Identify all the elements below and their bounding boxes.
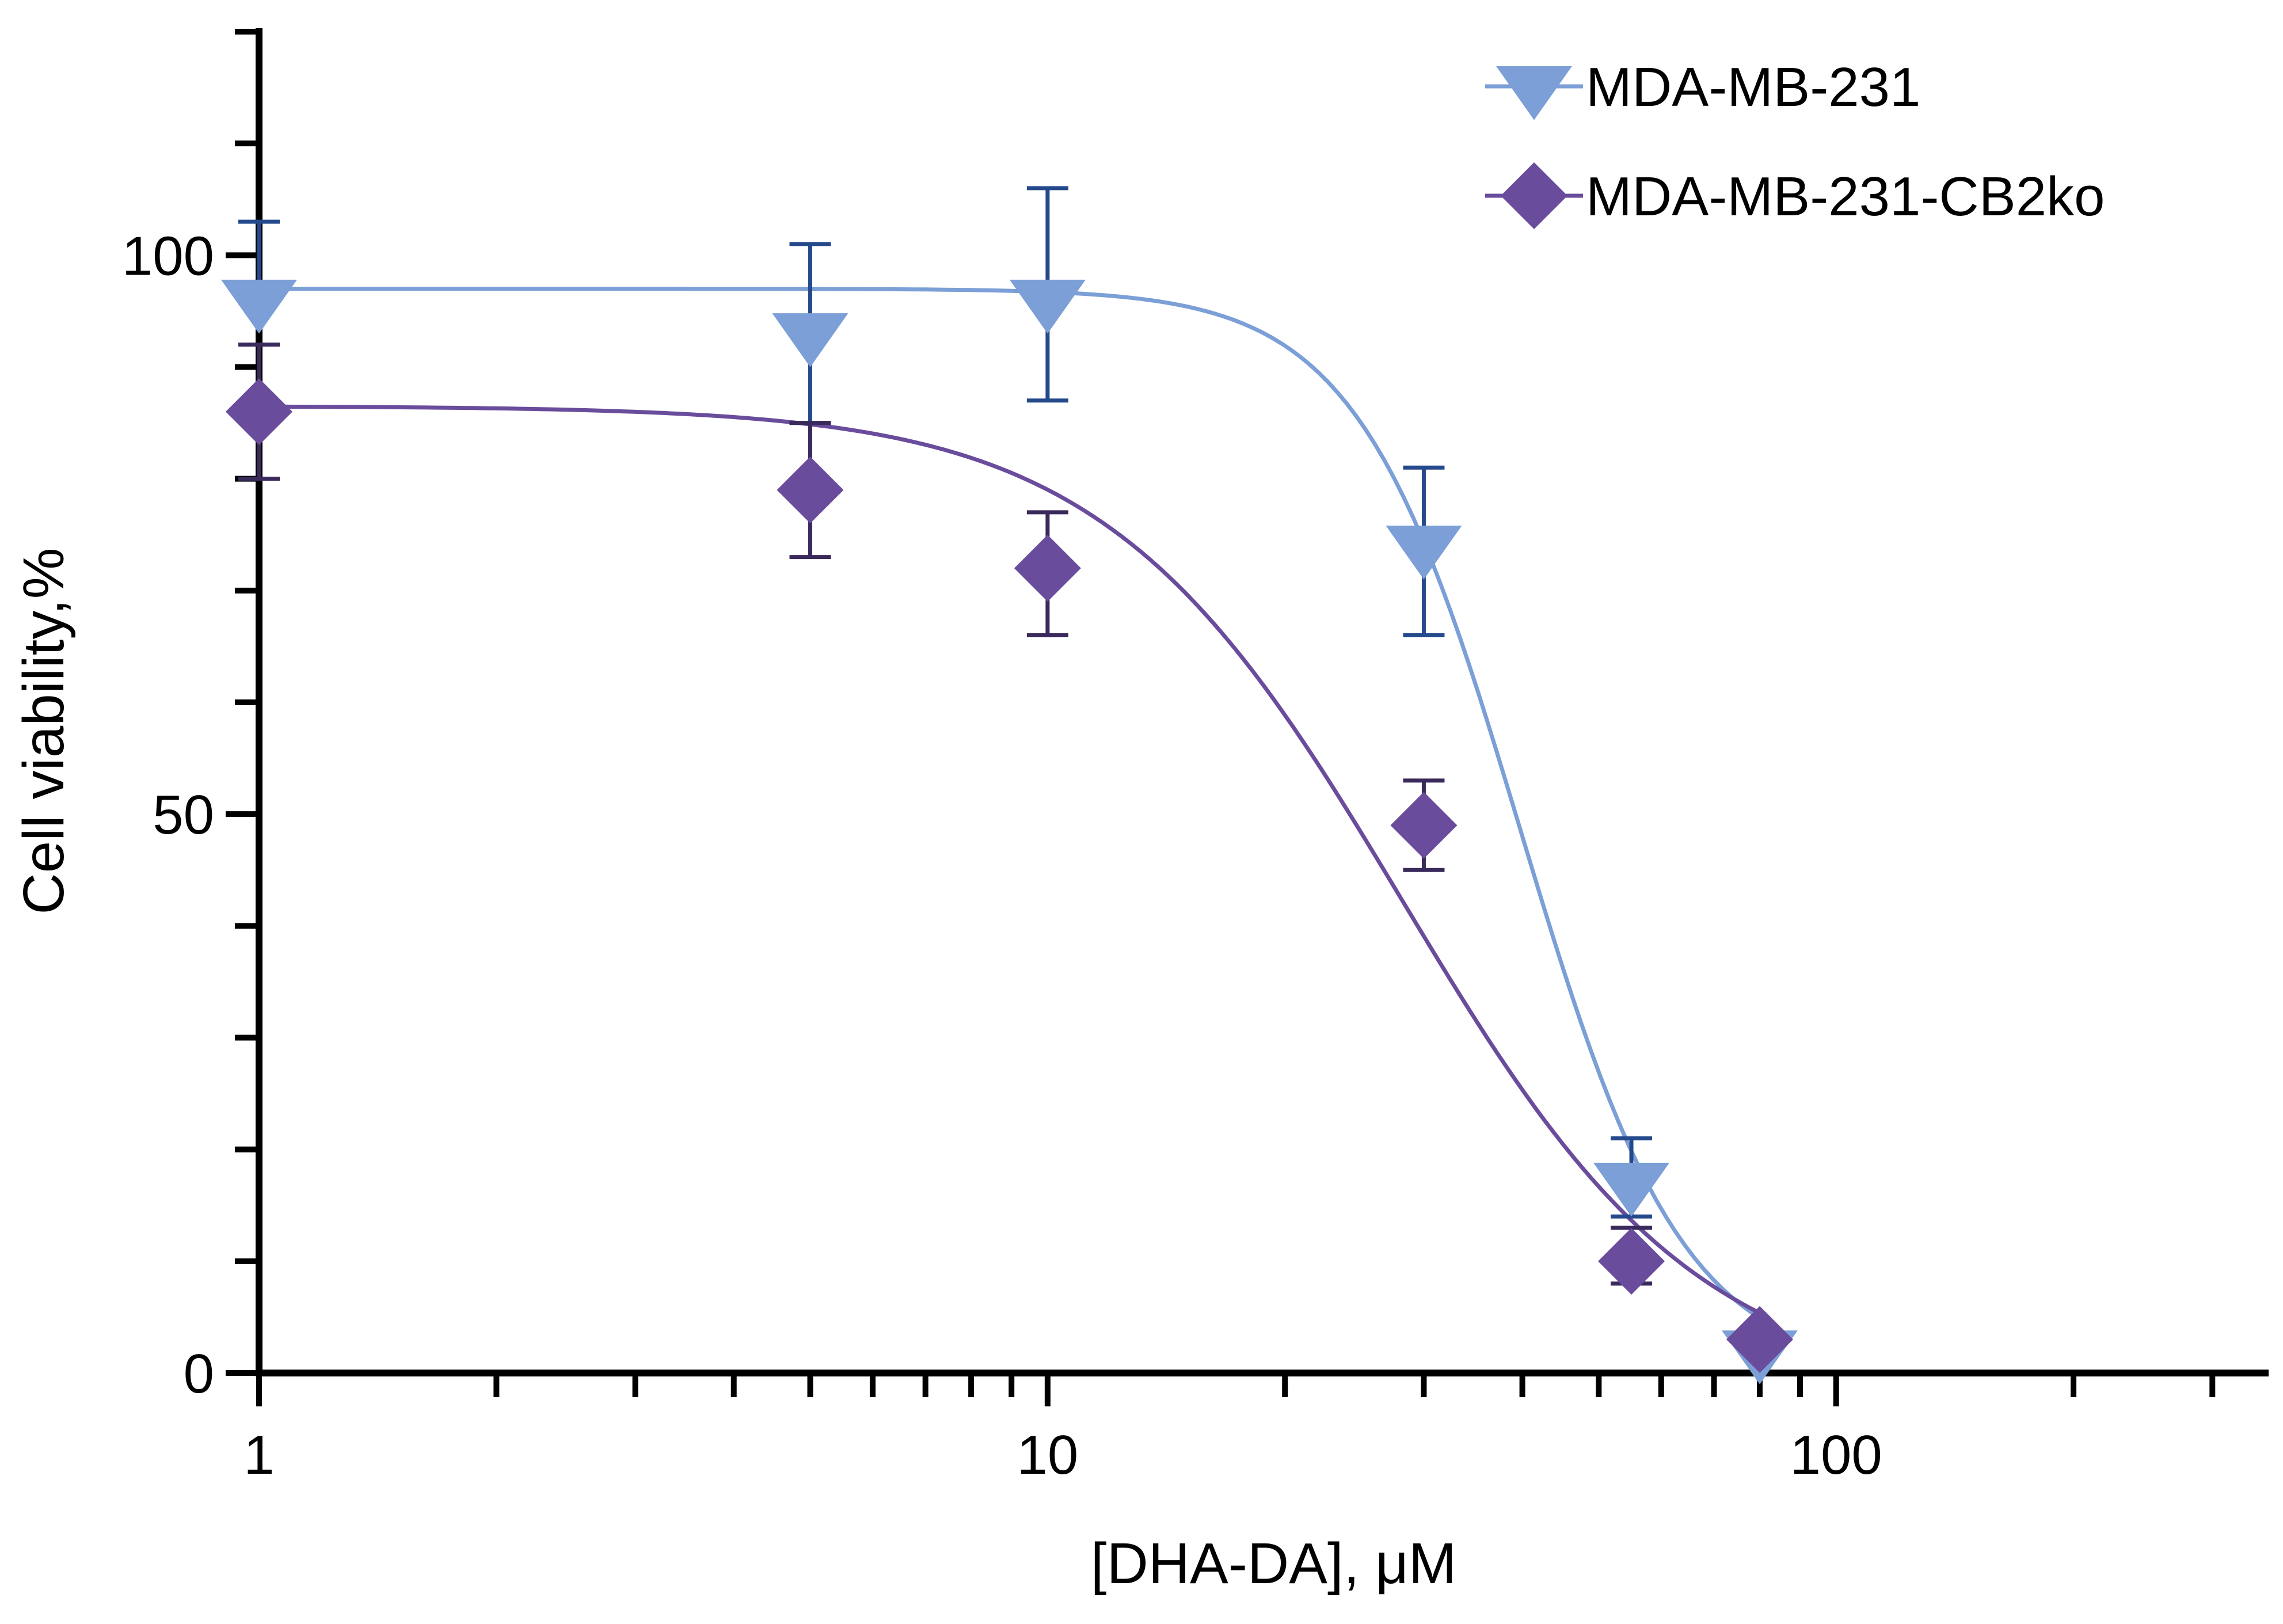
mda-mb-231-cb2ko-point [1726, 1306, 1793, 1373]
fit-curves [259, 287, 1761, 1320]
mda-mb-231-point [1386, 526, 1462, 580]
x-axis-title: [DHA-DA], μM [1091, 1531, 1456, 1596]
mda-mb-231-legend-marker [1496, 66, 1572, 120]
y-axis-title: Cell viability,% [12, 547, 76, 914]
mda-mb-231-point [1593, 1162, 1670, 1217]
mda-mb-231-point [221, 279, 297, 334]
mda-mb-231-point [1009, 279, 1086, 334]
mda-mb-231-cb2ko-point [1014, 535, 1081, 602]
data-markers [221, 279, 1798, 1385]
y-tick-label: 0 [184, 1343, 214, 1405]
mda-mb-231-cb2ko-point [226, 378, 292, 446]
mda-mb-231-legend-label: MDA-MB-231 [1586, 56, 1920, 118]
error-bars [238, 186, 1653, 1286]
x-tick-label: 100 [1790, 1424, 1882, 1486]
legend: MDA-MB-231 MDA-MB-231-CB2ko [1485, 56, 2105, 229]
y-tick-label: 100 [122, 225, 214, 287]
y-tick-label: 50 [153, 784, 214, 846]
mda-mb-231-cb2ko-point [1598, 1227, 1665, 1295]
mda-mb-231-cb2ko-fit-curve [259, 404, 1761, 1315]
mda-mb-231-cb2ko-legend-label: MDA-MB-231-CB2ko [1586, 166, 2105, 227]
x-tick-label: 1 [243, 1424, 274, 1486]
mda-mb-231-cb2ko-legend-marker [1501, 162, 1567, 229]
mda-mb-231-cb2ko-point [777, 457, 844, 524]
mda-mb-231-fit-curve [259, 287, 1761, 1320]
axes: 0 50 100 1 10 100 [122, 28, 2269, 1486]
mda-mb-231-point [772, 313, 848, 367]
x-tick-label: 10 [1017, 1424, 1078, 1486]
mda-mb-231-cb2ko-point [1390, 792, 1458, 859]
